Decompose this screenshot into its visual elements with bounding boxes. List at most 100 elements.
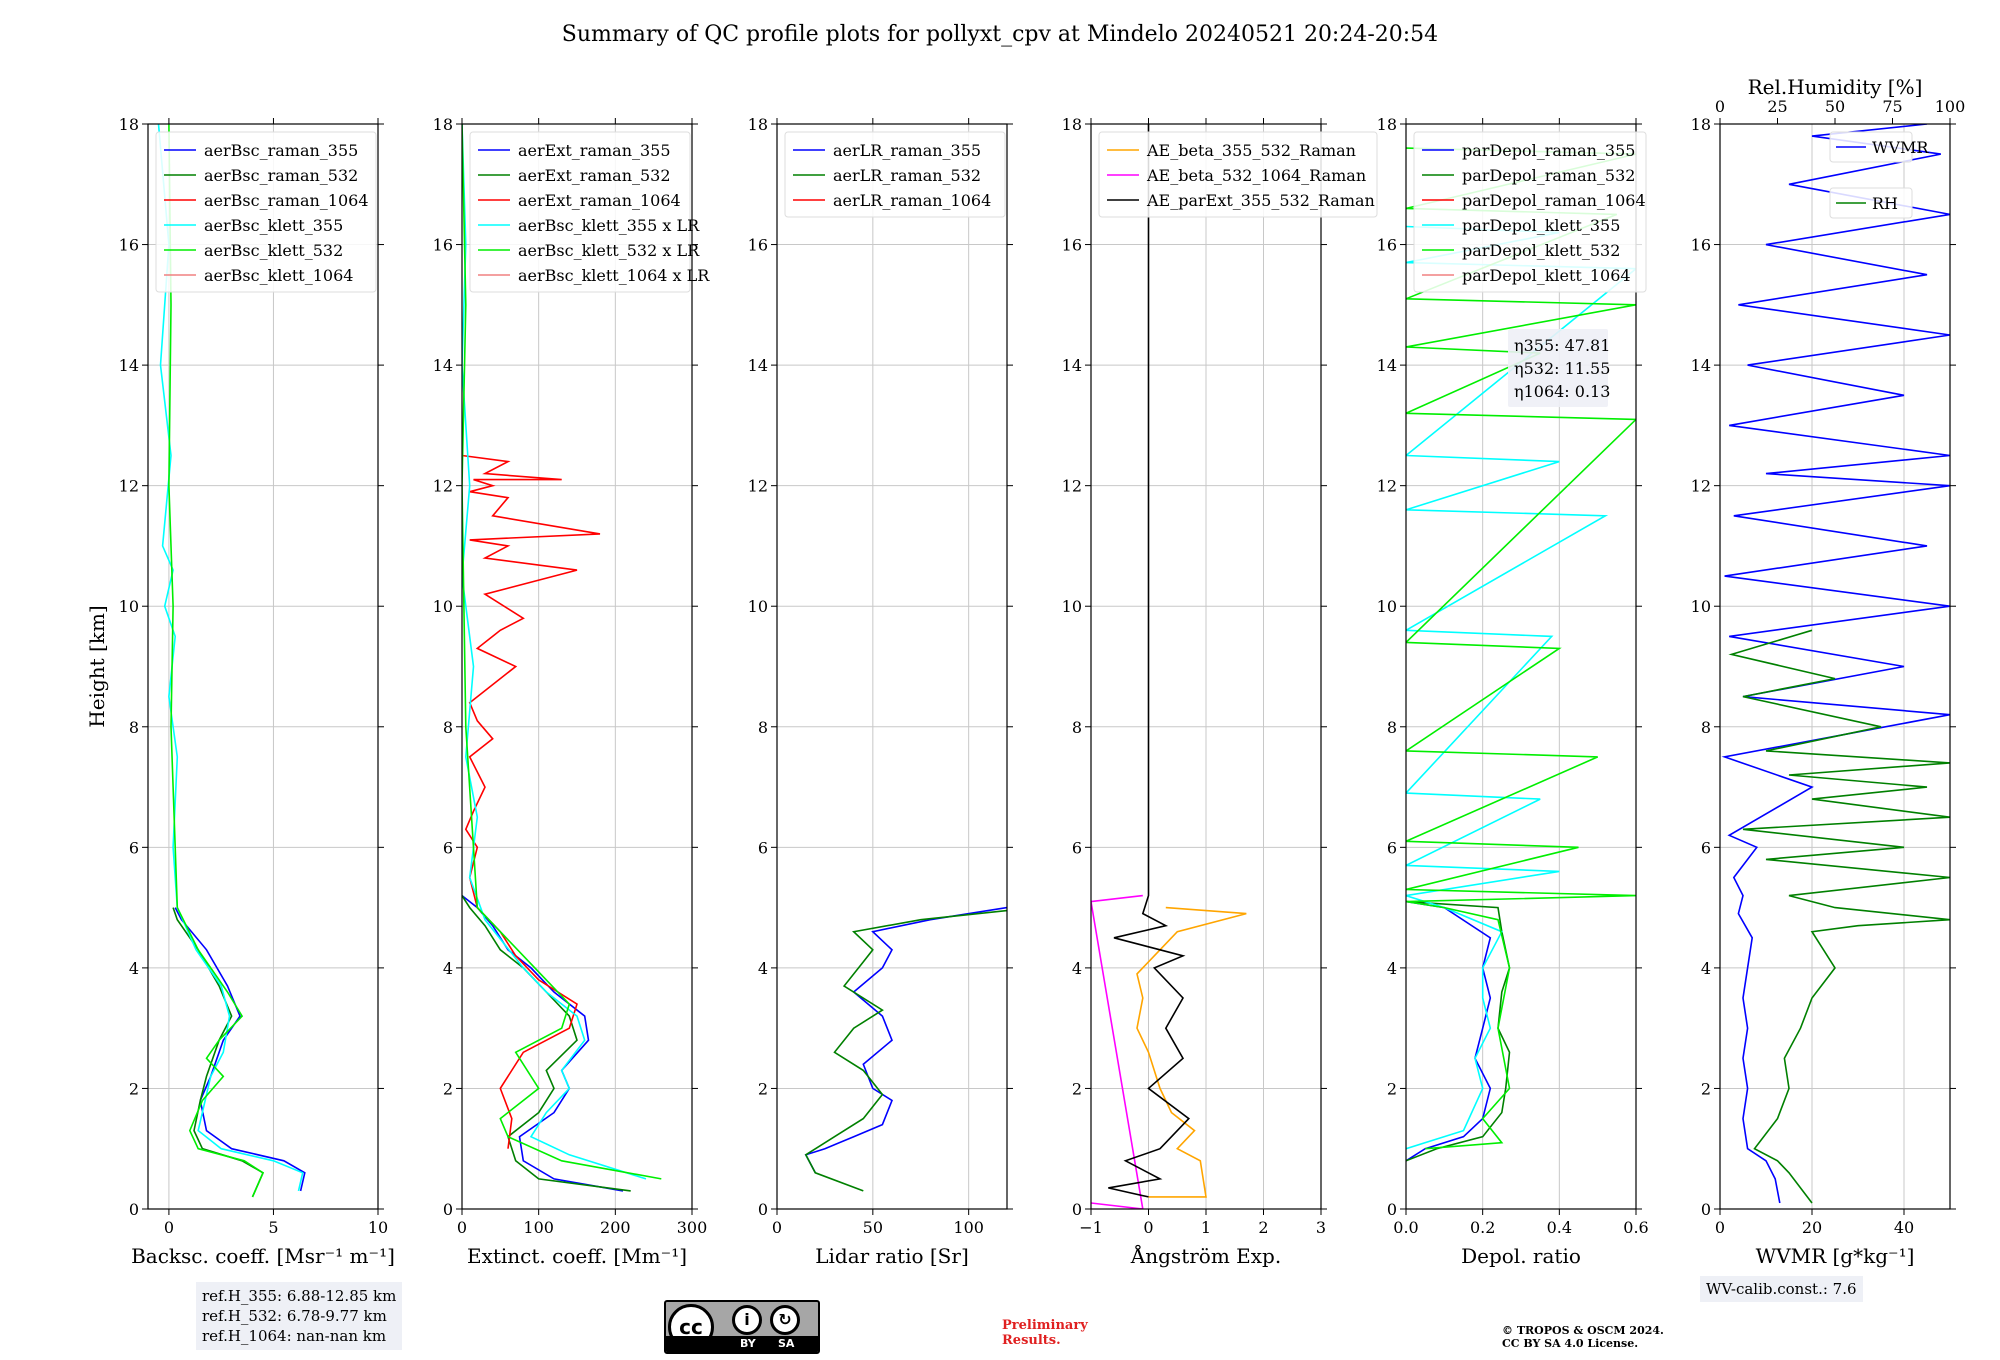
y-tick-label: 12 <box>748 477 768 496</box>
y-tick-label: 4 <box>1701 959 1711 978</box>
y-tick-label: 0 <box>443 1200 453 1219</box>
y-tick-label: 16 <box>1377 236 1397 255</box>
legend-label: parDepol_raman_532 <box>1462 166 1635 185</box>
x-tick-label: 0 <box>1715 1218 1725 1237</box>
chart-panel-1: 0 5 10 0 2 4 6 8 10 12 14 16 18 Backsc. coeff. [Msr⁻¹… <box>119 115 395 1268</box>
preliminary-note: Preliminary Results. <box>1002 1318 1088 1348</box>
chart-panel-3: 0 50 100 0 2 4 6 8 10 12 14 16 18 Lidar ratio [Sr] aer… <box>748 115 1013 1268</box>
chart-panel-6: 0 20 40 0 2 4 6 8 10 12 14 16 18 WVMR [g*kg⁻¹] 0 25 50 75… <box>1691 75 1966 1268</box>
series-line-parDepol_klett_355 <box>1406 225 1636 1150</box>
y-tick-label: 18 <box>748 115 768 134</box>
y-tick-label: 0 <box>1701 1200 1711 1219</box>
ref-height-355: ref.H_355: 6.88-12.85 km <box>202 1287 397 1305</box>
eta-annotation-box <box>1508 328 1608 407</box>
series-group <box>1721 124 1950 1204</box>
y-tick-label: 10 <box>1377 597 1397 616</box>
copyright-line-2: CC BY SA 4.0 License. <box>1502 1337 1639 1350</box>
eta-annotation-line: η1064: 0.13 <box>1514 382 1610 401</box>
legend-label: aerExt_raman_355 <box>518 141 671 160</box>
legend-label: parDepol_raman_355 <box>1462 141 1635 160</box>
x-tick-label: 0 <box>164 1218 174 1237</box>
plot-frame <box>147 123 379 1210</box>
legend-label: aerLR_raman_355 <box>833 141 981 160</box>
y-tick-label: 16 <box>119 236 139 255</box>
plot-frame <box>776 123 1008 1210</box>
cc-license-logo: cc i ↻ BY SA <box>664 1300 820 1354</box>
y-tick-label: 4 <box>1072 959 1082 978</box>
y-tick-label: 18 <box>1062 115 1082 134</box>
legend-label: aerBsc_raman_532 <box>204 166 358 185</box>
top-x-tick-label: 50 <box>1825 97 1845 116</box>
legend-label: aerBsc_klett_532 <box>204 241 343 260</box>
legend-label: AE_beta_532_1064_Raman <box>1146 166 1366 185</box>
legend-label: WVMR <box>1872 138 1929 157</box>
y-tick-label: 4 <box>129 959 139 978</box>
y-tick-label: 6 <box>129 838 139 857</box>
x-axis-label: WVMR [g*kg⁻¹] <box>1756 1244 1915 1268</box>
y-tick-label: 2 <box>1072 1079 1082 1098</box>
wv-calibration-box: WV-calib.const.: 7.6 <box>1700 1276 1863 1302</box>
y-tick-label: 12 <box>1062 477 1082 496</box>
x-tick-label: −1 <box>1079 1218 1103 1237</box>
legend-box <box>1098 131 1378 218</box>
eta-annotation-line: η355: 47.81 <box>1514 336 1610 355</box>
x-axis-label: Extinct. coeff. [Mm⁻¹] <box>467 1244 687 1268</box>
top-x-axis-label: Rel.Humidity [%] <box>1748 75 1923 99</box>
preliminary-line-1: Preliminary <box>1002 1318 1088 1333</box>
y-tick-label: 10 <box>748 597 768 616</box>
series-line-aerExt_raman_532 <box>462 895 631 1192</box>
x-tick-label: 300 <box>677 1218 708 1237</box>
y-tick-label: 0 <box>1387 1200 1397 1219</box>
series-line-RH <box>1728 629 1950 1204</box>
legend-box <box>1413 131 1647 293</box>
top-x-tick-label: 0 <box>1715 97 1725 116</box>
y-tick-label: 6 <box>758 838 768 857</box>
y-tick-label: 6 <box>1072 838 1082 857</box>
series-line-aerExt_raman_355 <box>462 894 624 1192</box>
sa-share-icon: ↻ <box>770 1305 800 1335</box>
x-axis-label: Backsc. coeff. [Msr⁻¹ m⁻¹] <box>131 1244 395 1268</box>
legend-label: aerLR_raman_1064 <box>833 191 991 210</box>
y-tick-label: 6 <box>1387 838 1397 857</box>
legend-label: aerBsc_klett_355 <box>204 216 343 235</box>
series-line-parDepol_klett_532 <box>1406 147 1636 1150</box>
y-tick-label: 18 <box>1377 115 1397 134</box>
series-line-parDepol_raman_532 <box>1406 900 1511 1162</box>
x-tick-label: 0 <box>1143 1218 1153 1237</box>
y-tick-label: 10 <box>1691 597 1711 616</box>
legend-label: parDepol_raman_1064 <box>1462 191 1646 210</box>
series-group <box>1406 147 1636 1162</box>
chart-panel-2: 0 100 200 300 0 2 4 6 8 10 12 14 16 18 Extinct. coeff.… <box>433 115 711 1268</box>
y-tick-label: 14 <box>433 356 453 375</box>
x-tick-label: 40 <box>1894 1218 1914 1237</box>
y-tick-label: 4 <box>443 959 453 978</box>
legend-label: AE_parExt_355_532_Raman <box>1146 191 1375 210</box>
series-group <box>157 124 306 1198</box>
series-line-WVMR <box>1721 124 1950 1204</box>
legend-label: aerBsc_klett_1064 x LR <box>518 266 710 285</box>
x-tick-label: 100 <box>523 1218 554 1237</box>
y-tick-label: 0 <box>1072 1200 1082 1219</box>
legend-label: aerBsc_klett_1064 <box>204 266 353 285</box>
y-tick-label: 6 <box>443 838 453 857</box>
x-tick-label: 100 <box>953 1218 984 1237</box>
series-line-aerLR_raman_532 <box>804 909 1007 1192</box>
series-line-aerLR_raman_355 <box>804 906 1007 1174</box>
y-tick-label: 2 <box>758 1079 768 1098</box>
y-tick-label: 16 <box>748 236 768 255</box>
series-line-aerBsc_raman_355 <box>174 907 306 1192</box>
legend-box <box>1829 187 1913 219</box>
by-person-icon: i <box>732 1305 762 1335</box>
y-tick-label: 10 <box>119 597 139 616</box>
legend-label: aerBsc_raman_1064 <box>204 191 369 210</box>
series-line-AE_beta_355_532_Raman <box>1136 906 1247 1198</box>
x-axis-label: Depol. ratio <box>1461 1244 1581 1268</box>
x-axis-label: Lidar ratio [Sr] <box>815 1244 969 1268</box>
y-tick-label: 18 <box>1691 115 1711 134</box>
series-line-aerBsc_klett_355 x LR <box>462 124 647 1180</box>
y-tick-label: 14 <box>1691 356 1711 375</box>
x-tick-label: 5 <box>268 1218 278 1237</box>
x-tick-label: 3 <box>1316 1218 1326 1237</box>
plot-frame <box>1719 123 1951 1210</box>
